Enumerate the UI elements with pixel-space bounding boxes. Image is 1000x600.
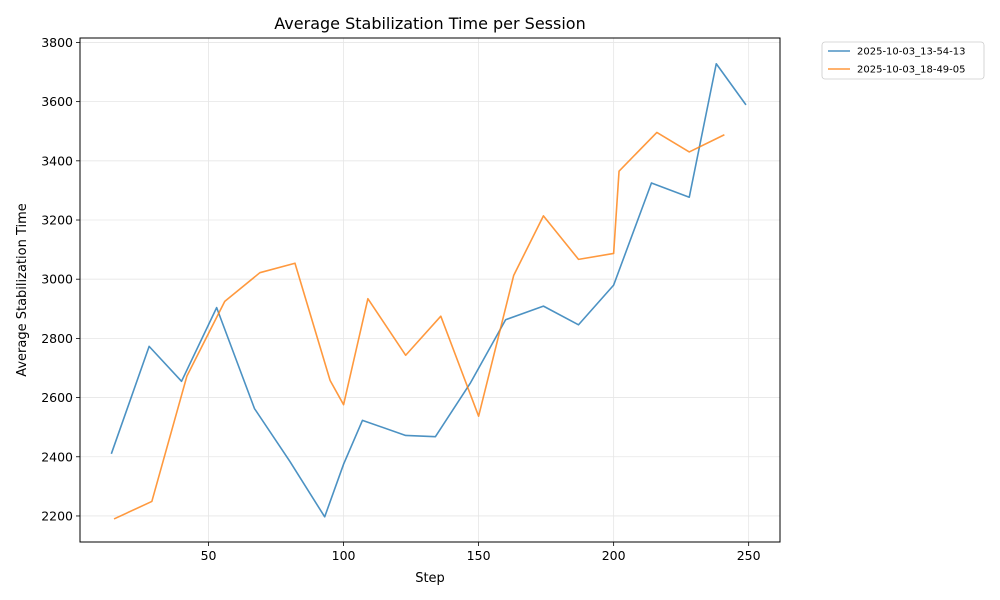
plot-area-frame (79, 37, 781, 543)
series-line-1 (110, 62, 747, 518)
legend-box (821, 41, 985, 80)
grid-lines (80, 38, 780, 542)
legend-label-2: 2025-10-03_18-49-05 (857, 65, 966, 76)
series-lines (110, 62, 747, 520)
x-tick-label: 50 (201, 548, 217, 563)
x-tick-label: 250 (737, 548, 761, 563)
legend-label-1: 2025-10-03_13-54-13 (857, 47, 966, 58)
series-line-2 (113, 131, 725, 520)
y-axis: 2200 2400 2600 2800 3000 3200 3400 3600 3800 (41, 35, 80, 523)
y-tick-label: 2200 (41, 508, 73, 523)
y-tick-label: 3800 (41, 35, 73, 50)
chart-title: Average Stabilization Time per Session (274, 14, 585, 33)
x-tick-label: 100 (332, 548, 356, 563)
y-tick-label: 3600 (41, 94, 73, 109)
y-tick-label: 2600 (41, 390, 73, 405)
x-axis: 50 100 150 200 250 (201, 542, 761, 563)
x-tick-label: 150 (467, 548, 491, 563)
y-tick-label: 3200 (41, 213, 73, 228)
y-tick-label: 3400 (41, 153, 73, 168)
x-axis-label: Step (415, 571, 445, 586)
x-tick-label: 200 (602, 548, 626, 563)
y-tick-label: 3000 (41, 272, 73, 287)
y-axis-label: Average Stabilization Time (15, 203, 30, 377)
legend: 2025-10-03_13-54-13 2025-10-03_18-49-05 (821, 41, 985, 80)
y-tick-label: 2400 (41, 449, 73, 464)
y-tick-label: 2800 (41, 331, 73, 346)
